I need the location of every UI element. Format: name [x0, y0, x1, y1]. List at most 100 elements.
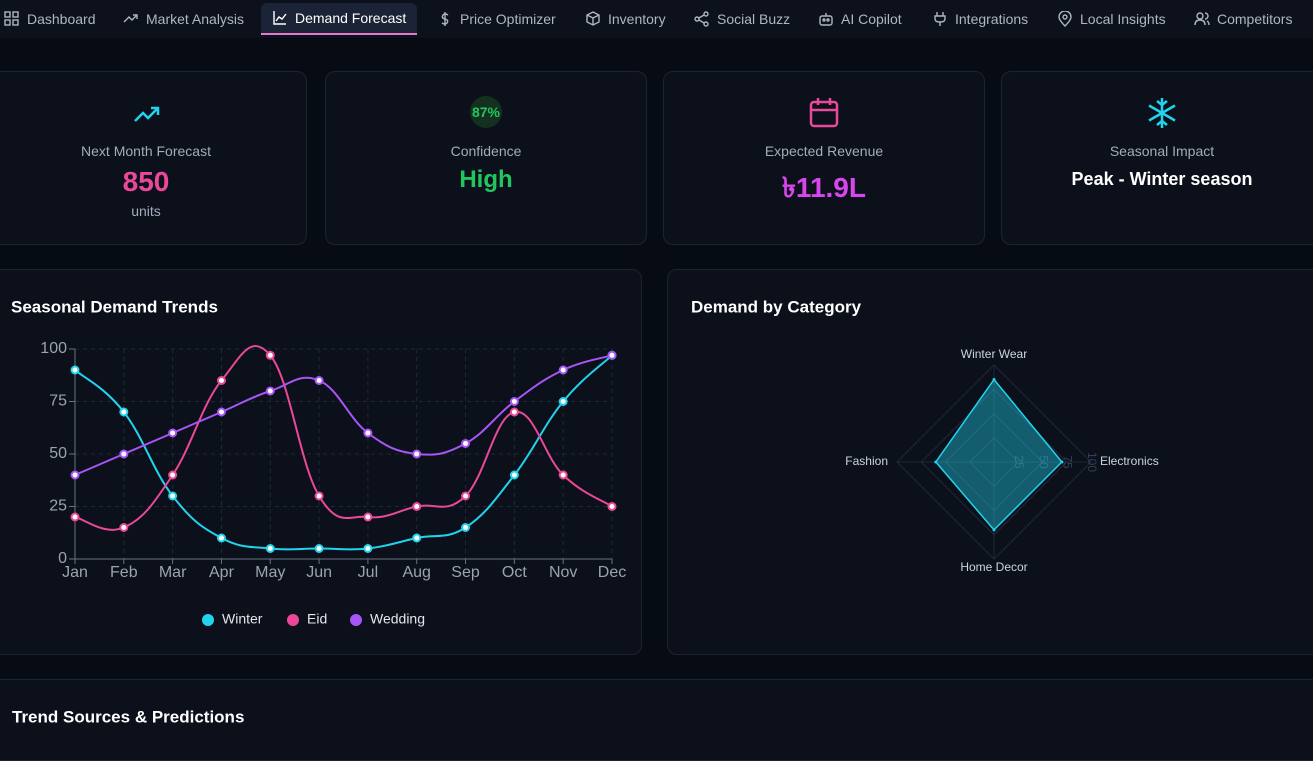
- nav-tab[interactable]: Demand Forecast: [261, 3, 418, 35]
- legend-swatch: [350, 614, 362, 626]
- data-point: [509, 397, 519, 406]
- data-point: [70, 512, 80, 522]
- data-point: [314, 491, 324, 501]
- data-point: [70, 470, 80, 480]
- series-line: [74, 354, 613, 551]
- data-point: [509, 470, 519, 480]
- nav-label: Dashboard: [27, 11, 96, 27]
- card-label: Expected Revenue: [764, 143, 884, 159]
- y-tick-label: 50: [49, 445, 67, 462]
- card-label: Confidence: [450, 143, 522, 159]
- category-label: Home Decor: [960, 560, 1027, 574]
- legend-label: Winter: [222, 611, 263, 627]
- data-point: [265, 544, 275, 553]
- card-value: High: [459, 166, 513, 193]
- nav-icon: [1058, 11, 1072, 27]
- data-point: [168, 428, 178, 438]
- nav-label: Competitors: [1217, 11, 1293, 27]
- data-point: [168, 470, 178, 480]
- x-tick-label: Sep: [451, 564, 480, 581]
- nav-label: Social Buzz: [717, 11, 791, 27]
- data-point: [607, 502, 617, 511]
- data-point: [412, 533, 422, 543]
- r-tick-label: 25: [1012, 455, 1026, 469]
- nav-label: Local Insights: [1080, 11, 1166, 27]
- data-point: [265, 386, 275, 396]
- data-point: [216, 533, 226, 543]
- nav-icon: [123, 14, 138, 23]
- data-point: [216, 407, 226, 417]
- card: Expected Revenue ৳11.9L: [663, 71, 985, 245]
- data-point: [412, 449, 422, 459]
- data-point: [265, 350, 275, 360]
- data-point: [363, 512, 373, 522]
- data-point: [607, 350, 617, 360]
- nav-tab[interactable]: Social Buzz: [694, 3, 790, 35]
- x-tick-label: Oct: [502, 564, 527, 581]
- nav-icon: [441, 12, 449, 26]
- nav-tab[interactable]: Local Insights: [1057, 3, 1166, 35]
- x-tick-label: Jul: [358, 564, 378, 581]
- nav-tab[interactable]: Inventory: [585, 3, 666, 35]
- x-tick-label: Mar: [159, 564, 187, 581]
- data-point: [314, 544, 324, 553]
- series-line: [74, 345, 613, 531]
- data-point: [363, 428, 373, 438]
- data-point: [119, 449, 129, 459]
- nav-label: Price Optimizer: [460, 11, 556, 27]
- trend-icon: [134, 106, 160, 122]
- x-tick-label: Apr: [209, 564, 235, 581]
- r-tick-label: 75: [1061, 455, 1075, 469]
- chart-title: Demand by Category: [691, 297, 862, 316]
- nav-tab[interactable]: Competitors: [1194, 3, 1292, 35]
- data-point: [119, 523, 129, 532]
- legend-label: Wedding: [370, 611, 425, 627]
- data-point: [363, 544, 373, 553]
- x-tick-label: Dec: [598, 564, 626, 581]
- nav-tab[interactable]: Market Analysis: [123, 3, 244, 35]
- legend-swatch: [287, 614, 299, 626]
- nav-tab[interactable]: Dashboard: [4, 3, 96, 35]
- card-unit: units: [131, 203, 161, 219]
- r-tick-label: 100: [1085, 452, 1099, 472]
- nav-icon: [819, 13, 833, 26]
- page: Dashboard Market Analysis Demand Forecast P…: [0, 3, 1313, 761]
- chart-title: Seasonal Demand Trends: [11, 297, 218, 316]
- nav-tab[interactable]: Price Optimizer: [437, 3, 556, 35]
- x-tick-label: Aug: [402, 564, 430, 581]
- y-tick-label: 75: [49, 393, 67, 410]
- nav-tab[interactable]: Integrations: [932, 3, 1028, 35]
- nav-icon: [694, 11, 709, 27]
- nav-tab[interactable]: AI Copilot: [818, 3, 902, 35]
- nav-icon: [934, 12, 946, 26]
- data-point: [509, 407, 519, 417]
- radar-point: [992, 378, 996, 382]
- data-point: [461, 523, 471, 532]
- nav-icon: [4, 11, 19, 26]
- card: Next Month Forecast 850 units: [0, 71, 307, 245]
- card: Seasonal Impact Peak - Winter season: [1001, 71, 1313, 245]
- y-tick-label: 0: [58, 550, 67, 567]
- data-point: [119, 407, 129, 417]
- data-point: [558, 470, 568, 480]
- x-tick-label: May: [255, 564, 285, 581]
- x-tick-label: Jun: [306, 564, 332, 581]
- series-line: [74, 354, 613, 476]
- data-point: [168, 491, 178, 501]
- charts: Seasonal Demand Trends Demand by Categor…: [11, 297, 1159, 726]
- nav-label: Integrations: [955, 11, 1029, 27]
- data-point: [70, 365, 80, 375]
- card-value: Peak - Winter season: [1071, 169, 1253, 189]
- x-tick-label: Nov: [549, 564, 577, 581]
- radar-area: [934, 378, 1063, 532]
- data-point: [216, 376, 226, 385]
- data-point: [314, 376, 324, 385]
- data-point: [461, 439, 471, 448]
- card-label: Next Month Forecast: [81, 143, 211, 159]
- nav-icon: [586, 11, 600, 26]
- snowflake-icon: [1148, 98, 1176, 128]
- data-point: [461, 491, 471, 501]
- radar-point: [934, 460, 938, 464]
- nav-icon: [1194, 12, 1210, 26]
- section-title: Trend Sources & Predictions: [12, 707, 244, 726]
